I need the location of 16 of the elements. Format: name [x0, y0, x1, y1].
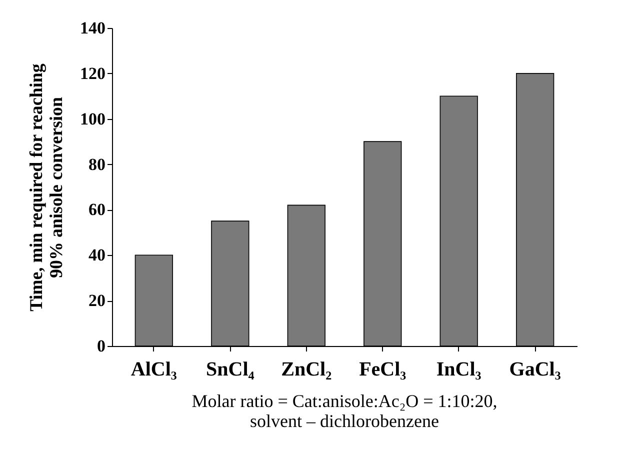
- x-tick-label: InCl₃: [436, 358, 482, 380]
- x-tick-label: AlCl₃: [130, 358, 177, 380]
- y-tick-label: 60: [88, 200, 106, 220]
- y-tick-label: 140: [80, 18, 106, 38]
- x-tick-label: ZnCl₂: [281, 358, 332, 380]
- y-tick-label: 100: [80, 109, 106, 128]
- y-axis-title: Time, min required for reaching 90% anisole conversion: [26, 64, 66, 312]
- x-tick-label: FeCl₃: [359, 358, 406, 380]
- y-tick-label: 40: [88, 246, 106, 265]
- text: Molar ratio = Cat:anisole:Ac₂O = 1:10:20, solvent – dichlorobenzene: [192, 391, 498, 431]
- y-tick-label: 120: [80, 64, 106, 83]
- y-tick-label: 0: [97, 336, 106, 356]
- x-tick-label: GaCl₃: [509, 358, 561, 380]
- y-tick-label: 20: [88, 291, 106, 310]
- x-tick-label: SnCl₄: [206, 358, 254, 380]
- y-tick-label: 80: [88, 154, 106, 174]
